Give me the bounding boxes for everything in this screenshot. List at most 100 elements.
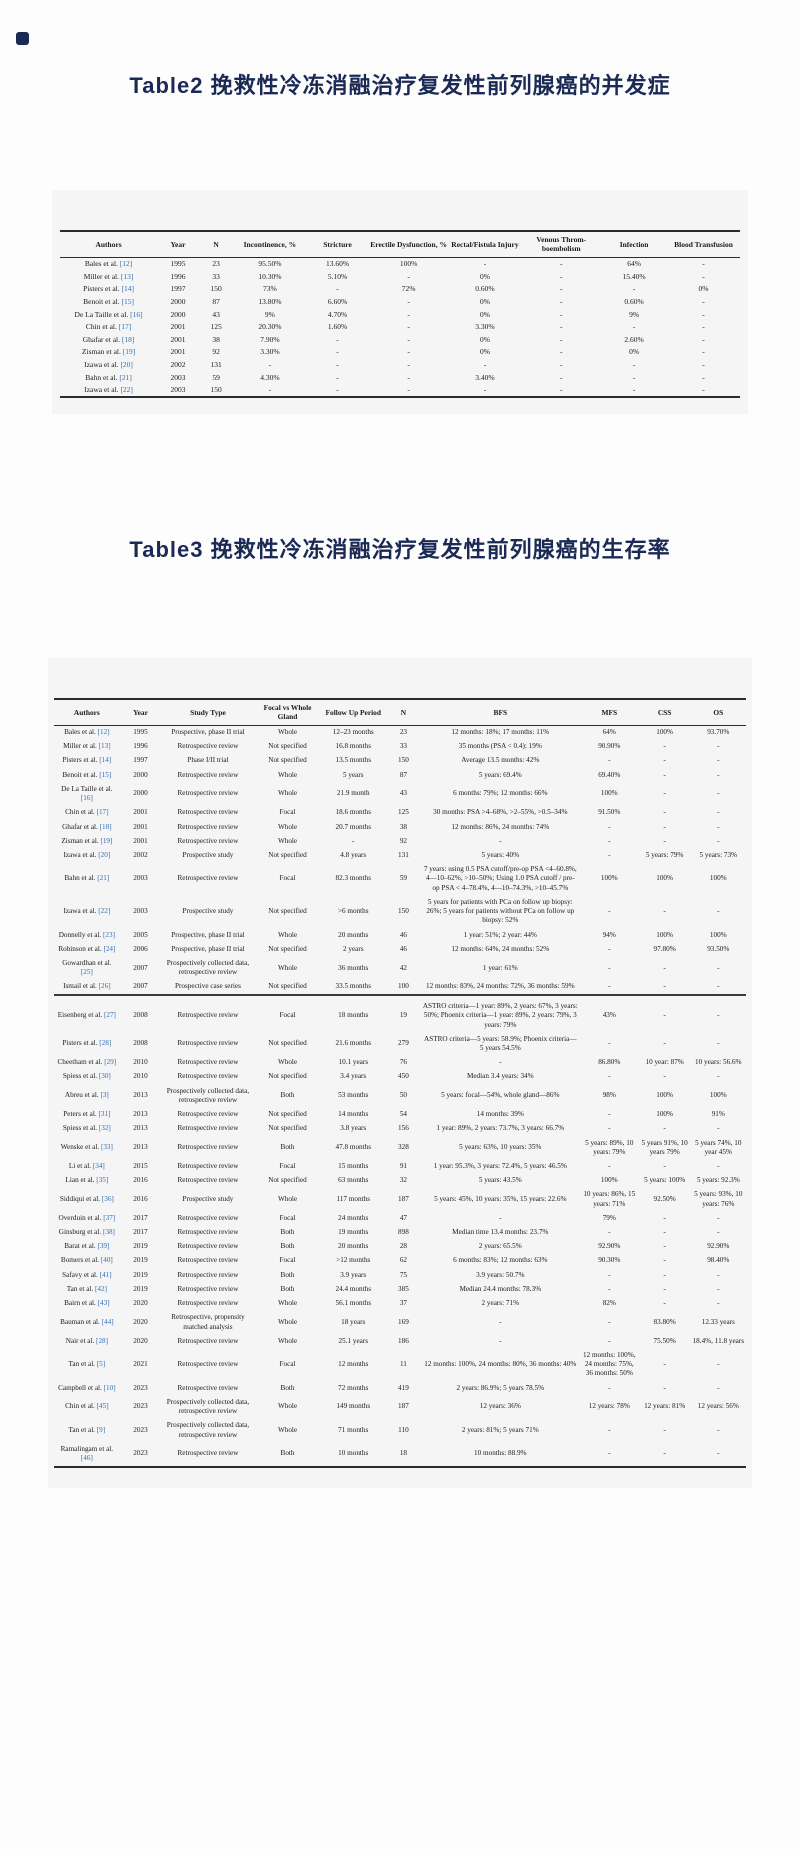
citation-link[interactable]: [17] bbox=[96, 808, 109, 817]
citation-link[interactable]: [32] bbox=[98, 1124, 111, 1133]
citation-link[interactable]: [41] bbox=[99, 1270, 112, 1279]
citation-link[interactable]: [37] bbox=[103, 1213, 116, 1222]
citation-link[interactable]: [25] bbox=[80, 968, 93, 977]
column-header: CSS bbox=[638, 699, 691, 726]
citation-link[interactable]: [10] bbox=[103, 1383, 116, 1392]
table-cell: - bbox=[702, 297, 705, 307]
table-cell: Median 3.4 years: 34% bbox=[466, 1072, 534, 1081]
citation-link[interactable]: [38] bbox=[102, 1228, 115, 1237]
citation-link[interactable]: [5] bbox=[96, 1360, 106, 1369]
citation-link[interactable]: [14] bbox=[121, 284, 134, 294]
table-cell: - bbox=[663, 1242, 666, 1251]
table-cell: 95.50% bbox=[258, 259, 282, 269]
citation-link[interactable]: [46] bbox=[80, 1453, 93, 1462]
citation-link[interactable]: [21] bbox=[119, 372, 132, 382]
citation-link[interactable]: [13] bbox=[120, 271, 134, 281]
table-cell: Retrospective review bbox=[177, 1176, 239, 1185]
citation-link[interactable]: [20] bbox=[120, 360, 133, 369]
citation-link[interactable]: [13] bbox=[98, 742, 111, 751]
table-cell: 2023 bbox=[133, 1383, 148, 1392]
citation-link[interactable]: [18] bbox=[99, 822, 112, 831]
table-cell: 20.7 months bbox=[335, 822, 372, 831]
author-cell: Chin et al. [17] bbox=[85, 322, 132, 332]
citation-link[interactable]: [18] bbox=[121, 334, 135, 344]
table-cell: 37 bbox=[399, 1299, 408, 1308]
citation-link[interactable]: [20] bbox=[98, 850, 111, 859]
citation-link[interactable]: [29] bbox=[104, 1058, 117, 1067]
citation-link[interactable]: [45] bbox=[96, 1402, 109, 1411]
citation-link[interactable]: [12] bbox=[119, 259, 133, 269]
table-cell: 90.30% bbox=[598, 1256, 621, 1265]
table-row: Bauman et al. [44] 2020 Retrospective, pro… bbox=[54, 1311, 746, 1334]
table-cell: 12 months: 64%, 24 months: 52% bbox=[451, 944, 550, 953]
table-cell: ASTRO criteria—5 years: 58.9%; Phoenix c… bbox=[424, 1034, 577, 1052]
citation-link[interactable]: [16] bbox=[80, 794, 93, 803]
citation-link[interactable]: [35] bbox=[96, 1176, 109, 1185]
citation-link[interactable]: [39] bbox=[97, 1242, 110, 1251]
citation-link[interactable]: [15] bbox=[99, 770, 112, 779]
table-cell: 110 bbox=[398, 1425, 409, 1434]
complications-table: Authors Year N Incontinence, % Stricture Erec… bbox=[60, 230, 740, 399]
citation-link[interactable]: [16] bbox=[130, 309, 143, 319]
table-cell: 46 bbox=[399, 930, 408, 939]
table-cell: 2013 bbox=[133, 1143, 148, 1152]
citation-link[interactable]: [27] bbox=[103, 1011, 116, 1020]
citation-link[interactable]: [34] bbox=[92, 1161, 105, 1170]
citation-link[interactable]: [36] bbox=[101, 1194, 114, 1203]
citation-link[interactable]: [42] bbox=[94, 1284, 107, 1293]
table-row: Siddiqui et al. [36] 2016 Prospective stud… bbox=[54, 1188, 746, 1211]
citation-link[interactable]: [21] bbox=[97, 874, 110, 883]
table-cell: - bbox=[663, 963, 666, 972]
table-cell: 156 bbox=[398, 1124, 409, 1133]
citation-link[interactable]: [31] bbox=[98, 1110, 111, 1119]
table-cell: Prospective, phase II trial bbox=[171, 930, 245, 939]
column-header: Incontinence, % bbox=[233, 231, 307, 258]
citation-link[interactable]: [43] bbox=[97, 1299, 110, 1308]
citation-link[interactable]: [3] bbox=[100, 1091, 109, 1100]
table-cell: - bbox=[632, 322, 636, 332]
citation-link[interactable]: [30] bbox=[98, 1072, 111, 1081]
author-cell: Bairn et al. [43] bbox=[64, 1299, 110, 1308]
table-cell: - bbox=[560, 385, 563, 395]
citation-link[interactable]: [19] bbox=[100, 836, 113, 845]
table-cell: - bbox=[608, 944, 611, 953]
citation-link[interactable]: [14] bbox=[99, 756, 112, 765]
table-cell: 2001 bbox=[170, 322, 186, 332]
citation-link[interactable]: [12] bbox=[97, 728, 110, 736]
citation-link[interactable]: [19] bbox=[122, 347, 136, 357]
table-cell: Both bbox=[280, 1284, 295, 1293]
table-cell: 90.90% bbox=[598, 742, 621, 751]
table-cell: 87 bbox=[399, 770, 408, 779]
citation-link[interactable]: [22] bbox=[120, 385, 133, 395]
citation-link[interactable]: [26] bbox=[98, 982, 111, 991]
table-cell: ASTRO criteria—1 year: 89%, 2 years: 67%… bbox=[420, 994, 580, 1033]
citation-link[interactable]: [15] bbox=[121, 297, 134, 307]
table-cell: - bbox=[483, 385, 487, 395]
citation-link[interactable]: [44] bbox=[101, 1317, 114, 1326]
table-cell: 94% bbox=[602, 930, 616, 939]
table-cell: 87 bbox=[212, 297, 220, 307]
table-cell: 2001 bbox=[170, 347, 186, 357]
table-row: Barat et al. [39] 2019 Retrospective revie… bbox=[54, 1240, 746, 1254]
citation-link[interactable]: [22] bbox=[98, 907, 111, 916]
citation-link[interactable]: [33] bbox=[100, 1143, 113, 1152]
table-cell: 12 months: 83%, 24 months: 72%, 36 month… bbox=[426, 982, 575, 991]
table-cell: Whole bbox=[277, 789, 298, 798]
citation-link[interactable]: [28] bbox=[99, 1039, 112, 1048]
table-cell: 0% bbox=[698, 284, 709, 294]
table-cell: 0% bbox=[479, 271, 490, 281]
citation-link[interactable]: [40] bbox=[100, 1256, 113, 1265]
table-cell: Prospective, phase II trial bbox=[171, 944, 245, 953]
table-cell: - bbox=[663, 1449, 666, 1458]
citation-link[interactable]: [17] bbox=[118, 322, 132, 332]
table-cell: 2000 bbox=[133, 770, 148, 779]
author-cell: Ginsburg et al. [38] bbox=[58, 1228, 115, 1237]
table-row: Ginsburg et al. [38] 2017 Retrospective re… bbox=[54, 1226, 746, 1240]
table-cell: - bbox=[499, 1213, 502, 1222]
table-cell: Retrospective review bbox=[177, 1360, 239, 1369]
citation-link[interactable]: [28] bbox=[96, 1336, 109, 1345]
citation-link[interactable]: [23] bbox=[103, 930, 116, 939]
table-row: Overduin et al. [37] 2017 Retrospective re… bbox=[54, 1211, 746, 1225]
citation-link[interactable]: [9] bbox=[96, 1425, 106, 1434]
citation-link[interactable]: [24] bbox=[103, 944, 116, 953]
